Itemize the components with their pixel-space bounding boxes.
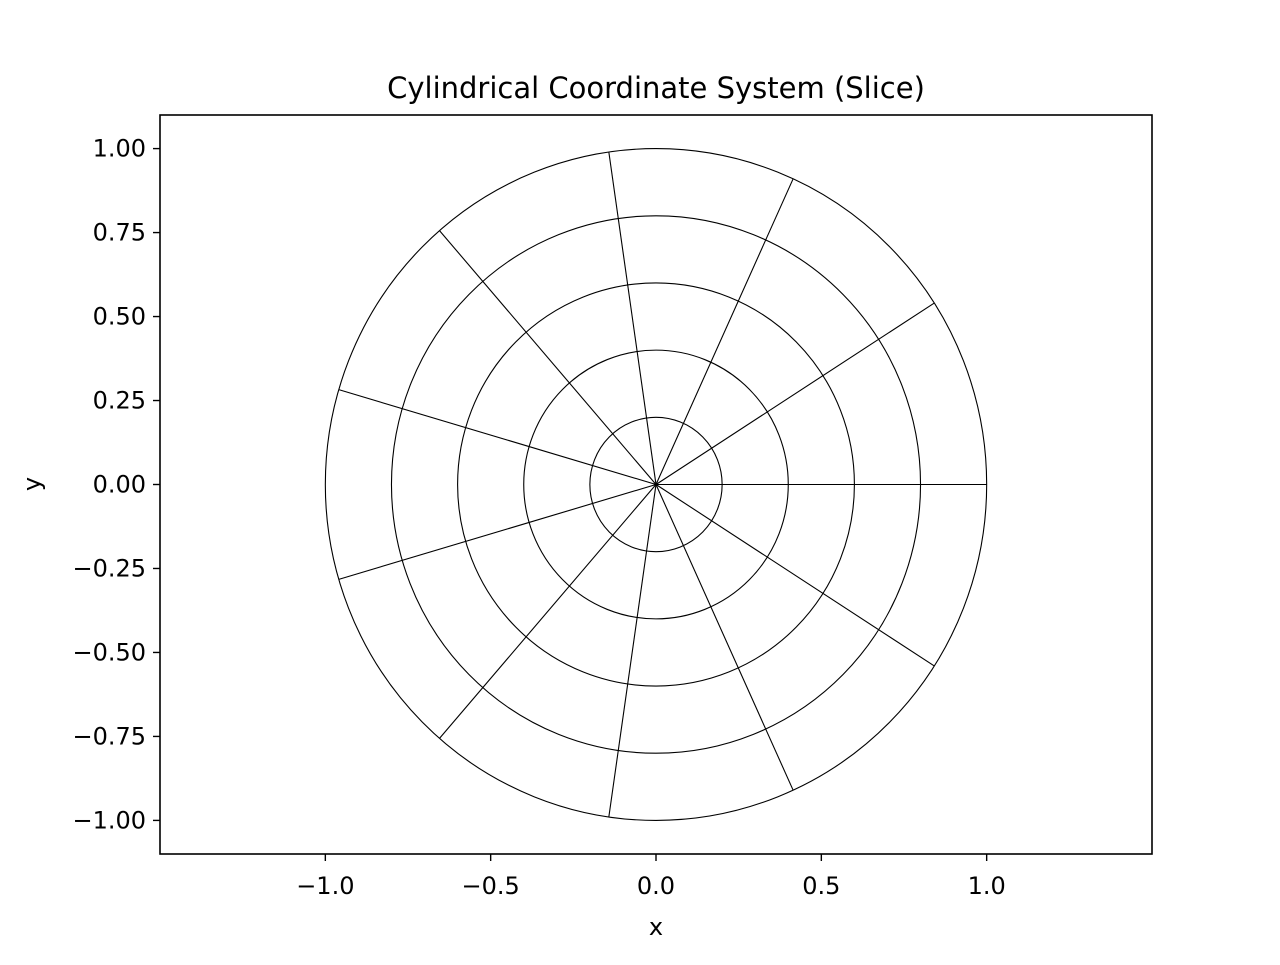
x-tick-label: −1.0 — [296, 872, 354, 900]
y-axis-label: y — [18, 477, 46, 491]
radial-line — [655, 302, 935, 485]
x-axis: −1.0 −0.5 0.0 0.5 1.0 — [296, 854, 1006, 900]
y-tick-label: −0.50 — [72, 638, 146, 666]
y-tick-label: −1.00 — [72, 806, 146, 834]
x-axis-label: x — [649, 913, 663, 941]
radial-line — [655, 484, 794, 791]
radial-line — [655, 178, 794, 485]
y-tick-label: 0.00 — [93, 471, 146, 499]
radial-line — [655, 484, 935, 667]
y-tick-label: 0.75 — [93, 219, 146, 247]
y-tick-label: −0.75 — [72, 722, 146, 750]
radial-line — [608, 151, 657, 485]
plot-area — [324, 148, 988, 821]
y-tick-label: 0.25 — [93, 387, 146, 415]
y-tick-label: 1.00 — [93, 135, 146, 163]
radial-line — [608, 484, 657, 818]
x-tick-label: −0.5 — [462, 872, 520, 900]
x-tick-label: 1.0 — [968, 872, 1006, 900]
radial-line — [439, 230, 657, 485]
radial-line — [439, 484, 657, 739]
x-tick-label: 0.0 — [637, 872, 675, 900]
x-tick-label: 0.5 — [802, 872, 840, 900]
chart-title: Cylindrical Coordinate System (Slice) — [387, 71, 925, 105]
y-axis: 1.00 0.75 0.50 0.25 0.00 −0.25 −0.50 −0.75 −1.00 — [72, 135, 160, 834]
y-tick-label: 0.50 — [93, 303, 146, 331]
radial-line — [338, 389, 657, 486]
radial-line — [338, 483, 657, 580]
y-tick-label: −0.25 — [72, 554, 146, 582]
